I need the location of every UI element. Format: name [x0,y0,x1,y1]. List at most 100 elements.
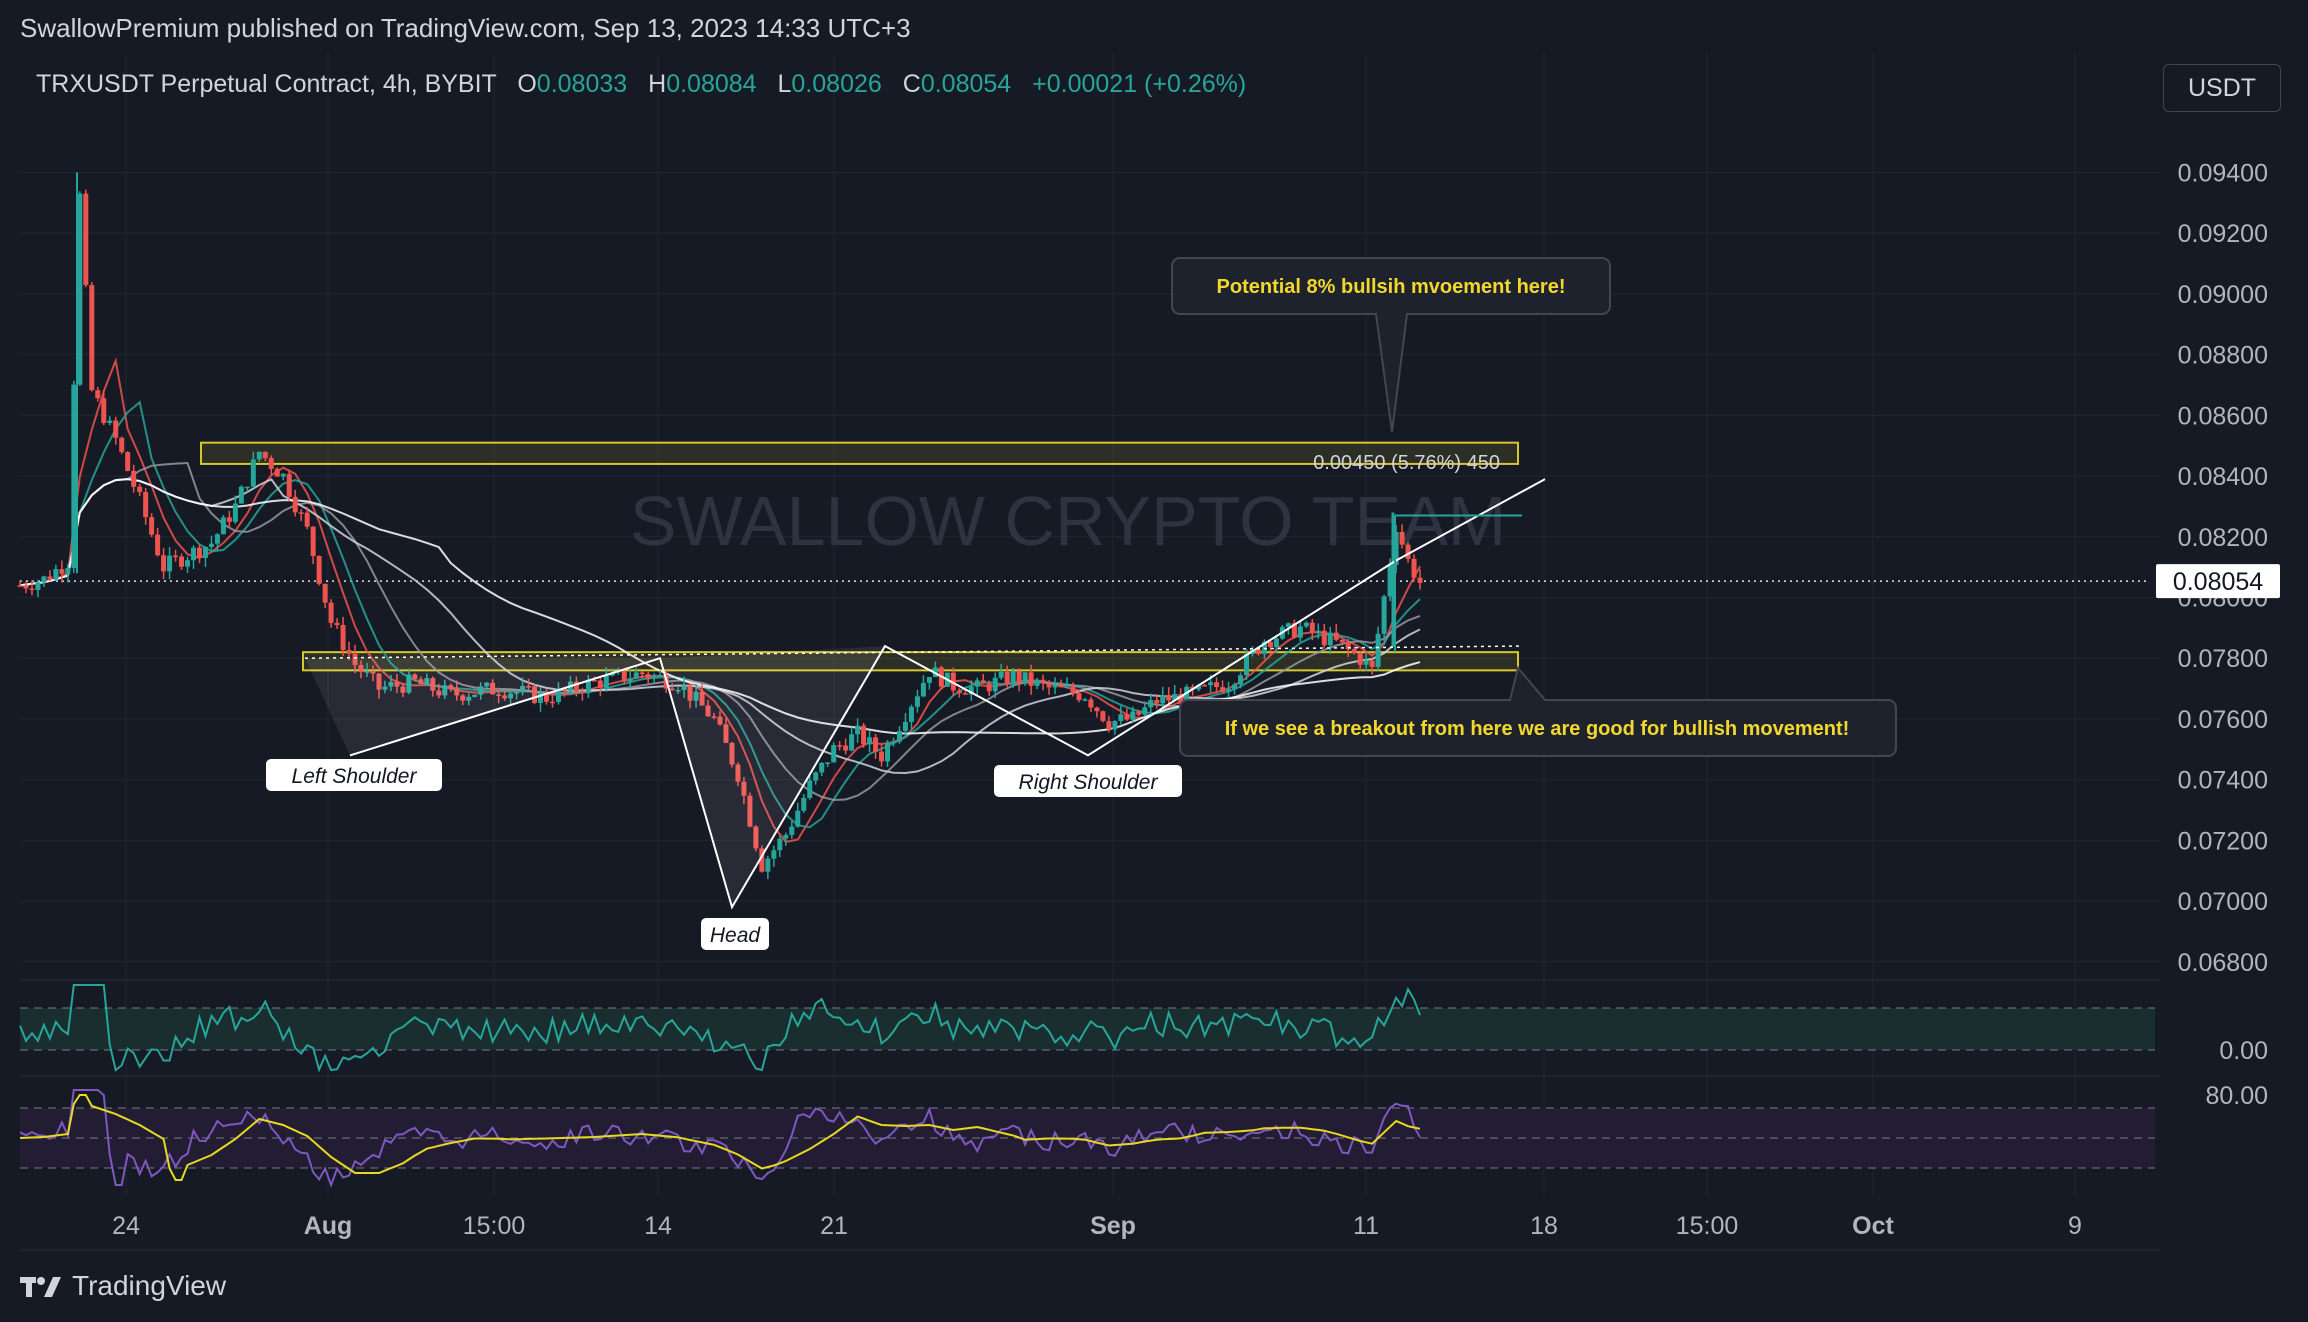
candle-body [741,781,747,796]
candle-body [795,810,801,827]
candle-body [179,556,185,567]
candle-body [1034,679,1040,686]
candle-body [1022,672,1028,684]
indicator1-band [20,1008,2155,1050]
candle-body [370,671,376,674]
candle-body [783,834,789,839]
candle-body [633,672,639,679]
candle-body [388,681,394,687]
candle-body [41,576,47,583]
candle-body [364,671,370,673]
candle-body [208,543,214,547]
shoulder-fill [305,658,660,756]
last-price-label: 0.08054 [2173,568,2263,596]
candle-body [1136,711,1142,715]
candles [17,172,1423,880]
candle-body [1118,714,1124,722]
candle-body [352,653,358,666]
price-tick-label: 0.09000 [2178,281,2268,309]
candle-body [729,742,735,765]
candle-body [514,692,520,694]
candle-body [837,745,843,747]
price-axis[interactable]: 0.09400 0.09200 0.09000 0.08800 0.08600 0.084… [2156,160,2280,977]
candle-body [472,694,478,697]
tradingview-logo[interactable]: TradingView [20,1270,226,1302]
candle-body [855,725,861,735]
candle-body [1405,544,1411,559]
candle-body [1016,671,1022,684]
candle-body [998,671,1004,678]
candle-body [59,569,65,574]
candle-body [1040,679,1046,683]
candle-body [508,693,514,699]
pattern-label-bg [701,918,769,950]
candle-body [753,826,759,849]
annotations: 0.00450 (5.76%) 450 Potential 8% bullsih … [1171,257,1897,757]
chart-watermark: SWALLOW CRYPTO TEAM [630,482,1506,560]
candle-body [1285,623,1291,628]
candle-body [801,797,807,811]
indicator1-line [19,984,1421,1073]
candle-body [232,503,238,522]
candle-body [1345,642,1351,650]
candle-body [35,582,41,590]
candle-body [831,745,837,763]
candle-body [101,398,107,424]
candle-body [143,492,149,518]
candle-body [131,470,137,487]
candle-body [591,679,597,682]
candle-body [95,390,101,399]
candle-body [974,680,980,687]
candle-body [71,384,77,568]
pattern-label-bg [266,759,442,791]
candle-body [747,795,753,827]
candle-body [1321,630,1327,646]
candle-body [298,512,304,514]
candle-body [185,560,191,567]
candle-body [125,452,131,471]
candle-body [1202,684,1208,687]
candle-body [914,696,920,707]
candle-body [1052,685,1058,688]
candle-body [1100,711,1106,722]
candle-body [346,649,352,654]
candle-body [579,691,585,694]
currency-button[interactable]: USDT [2163,64,2281,112]
candle-body [340,625,346,650]
candle-body [436,690,442,696]
candle-body [478,686,484,695]
head-fill [660,646,885,908]
candle-body [89,285,95,391]
candle-body [705,705,711,717]
candle-body [1082,699,1088,701]
candle-body [466,696,472,701]
high-value: 0.08084 [666,70,757,98]
candle-body [1309,622,1315,633]
candle-body [220,517,226,535]
candle-body [657,675,663,677]
zones [20,441,2150,672]
candle-body [286,473,292,497]
symbol-title[interactable]: TRXUSDT Perpetual Contract, 4h, BYBIT [36,70,497,98]
candle-body [902,721,908,731]
price-chart[interactable]: SWALLOW CRYPTO TEAM 0.00 80.00 Left Shoul… [0,0,2308,1260]
candle-body [543,692,549,702]
candle-body [113,420,119,438]
time-axis[interactable]: 24 Aug 15:00 14 21 Sep 11 18 15:00 Oct 9 [20,1212,2160,1251]
candle-body [651,675,657,679]
callout-text: Potential 8% bullsih mvoement here! [1217,276,1566,298]
candle-body [1154,700,1160,704]
candle-body [532,686,538,703]
callout-text: If we see a breakout from here we are go… [1225,718,1850,740]
candle-body [77,193,83,385]
head-and-shoulders-pattern: Left Shoulder Head Right Shoulder [266,478,1546,950]
candle-body [310,526,316,557]
open-label: O [517,70,537,98]
candle-body [813,772,819,781]
candle-body [639,672,645,675]
price-tick-label: 0.07000 [2178,888,2268,916]
candle-body [538,692,544,703]
price-tick-label: 0.08400 [2178,463,2268,491]
candle-body [1357,653,1363,665]
candle-body [1184,686,1190,705]
